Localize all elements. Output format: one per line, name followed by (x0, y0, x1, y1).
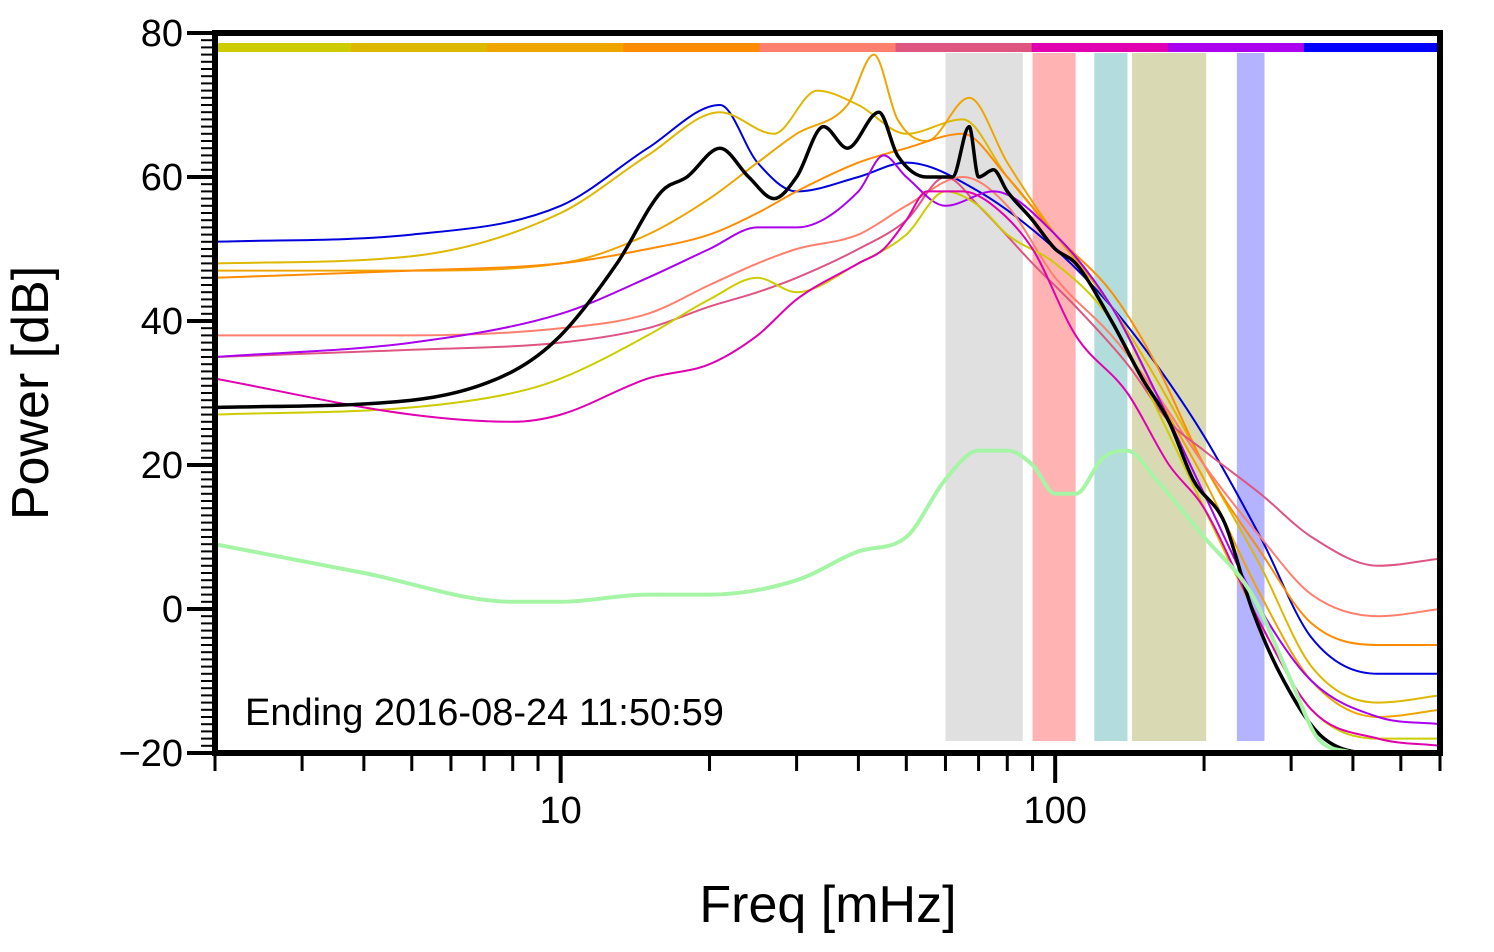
band-4 (1132, 53, 1207, 741)
y-tick-label: 60 (141, 157, 183, 199)
series-line-9 (215, 190, 1440, 747)
band-3 (1094, 53, 1128, 741)
y-axis-title: Power [dB] (2, 266, 60, 520)
y-tick-label: 40 (141, 301, 183, 343)
timestamp-annotation: Ending 2016-08-24 11:50:59 (245, 692, 724, 734)
series-lines (215, 53, 1440, 753)
strip-segment-7 (1031, 43, 1169, 52)
y-tick-label: 20 (141, 445, 183, 487)
series-line-5 (215, 176, 1440, 618)
series-line-2 (215, 89, 1440, 704)
x-axis-title: Freq [mHz] (699, 876, 956, 934)
x-axis-tick-labels: 10 100 (540, 790, 1087, 832)
strip-segment-8 (1167, 43, 1305, 52)
band-1 (945, 53, 1023, 741)
band-5 (1236, 53, 1265, 741)
y-axis-ticks (187, 31, 215, 755)
x-tick-label: 10 (540, 790, 582, 832)
series-line-11 (215, 448, 1355, 753)
series-line-4 (215, 132, 1440, 646)
x-tick-label: 100 (1023, 790, 1086, 832)
x-axis-ticks (213, 753, 1442, 783)
band-2 (1032, 53, 1076, 741)
strip-segment-6 (895, 43, 1033, 52)
strip-segment-9 (1303, 43, 1441, 52)
strip-segment-5 (759, 43, 897, 52)
strip-segment-4 (623, 43, 760, 52)
series-line-10 (215, 110, 1440, 753)
color-strip (215, 43, 1441, 52)
y-tick-label: −20 (119, 733, 183, 775)
y-axis-tick-labels: −20 0 20 40 60 80 (119, 13, 183, 775)
strip-segment-3 (487, 43, 624, 52)
y-tick-label: 0 (162, 589, 183, 631)
y-tick-label: 80 (141, 13, 183, 55)
strip-segment-2 (351, 43, 488, 52)
strip-segment-1 (215, 43, 352, 52)
